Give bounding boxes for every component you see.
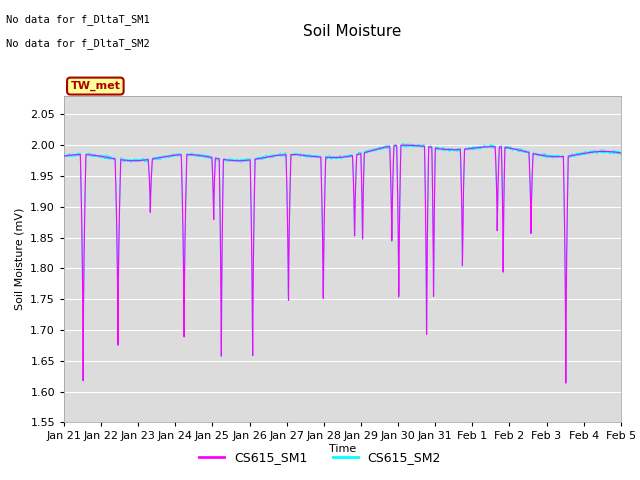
Text: Soil Moisture: Soil Moisture [303, 24, 401, 39]
Text: No data for f_DltaT_SM2: No data for f_DltaT_SM2 [6, 38, 150, 49]
Text: No data for f_DltaT_SM1: No data for f_DltaT_SM1 [6, 14, 150, 25]
Text: TW_met: TW_met [70, 81, 120, 91]
Legend: CS615_SM1, CS615_SM2: CS615_SM1, CS615_SM2 [194, 446, 446, 469]
X-axis label: Time: Time [329, 444, 356, 454]
Y-axis label: Soil Moisture (mV): Soil Moisture (mV) [15, 208, 25, 311]
